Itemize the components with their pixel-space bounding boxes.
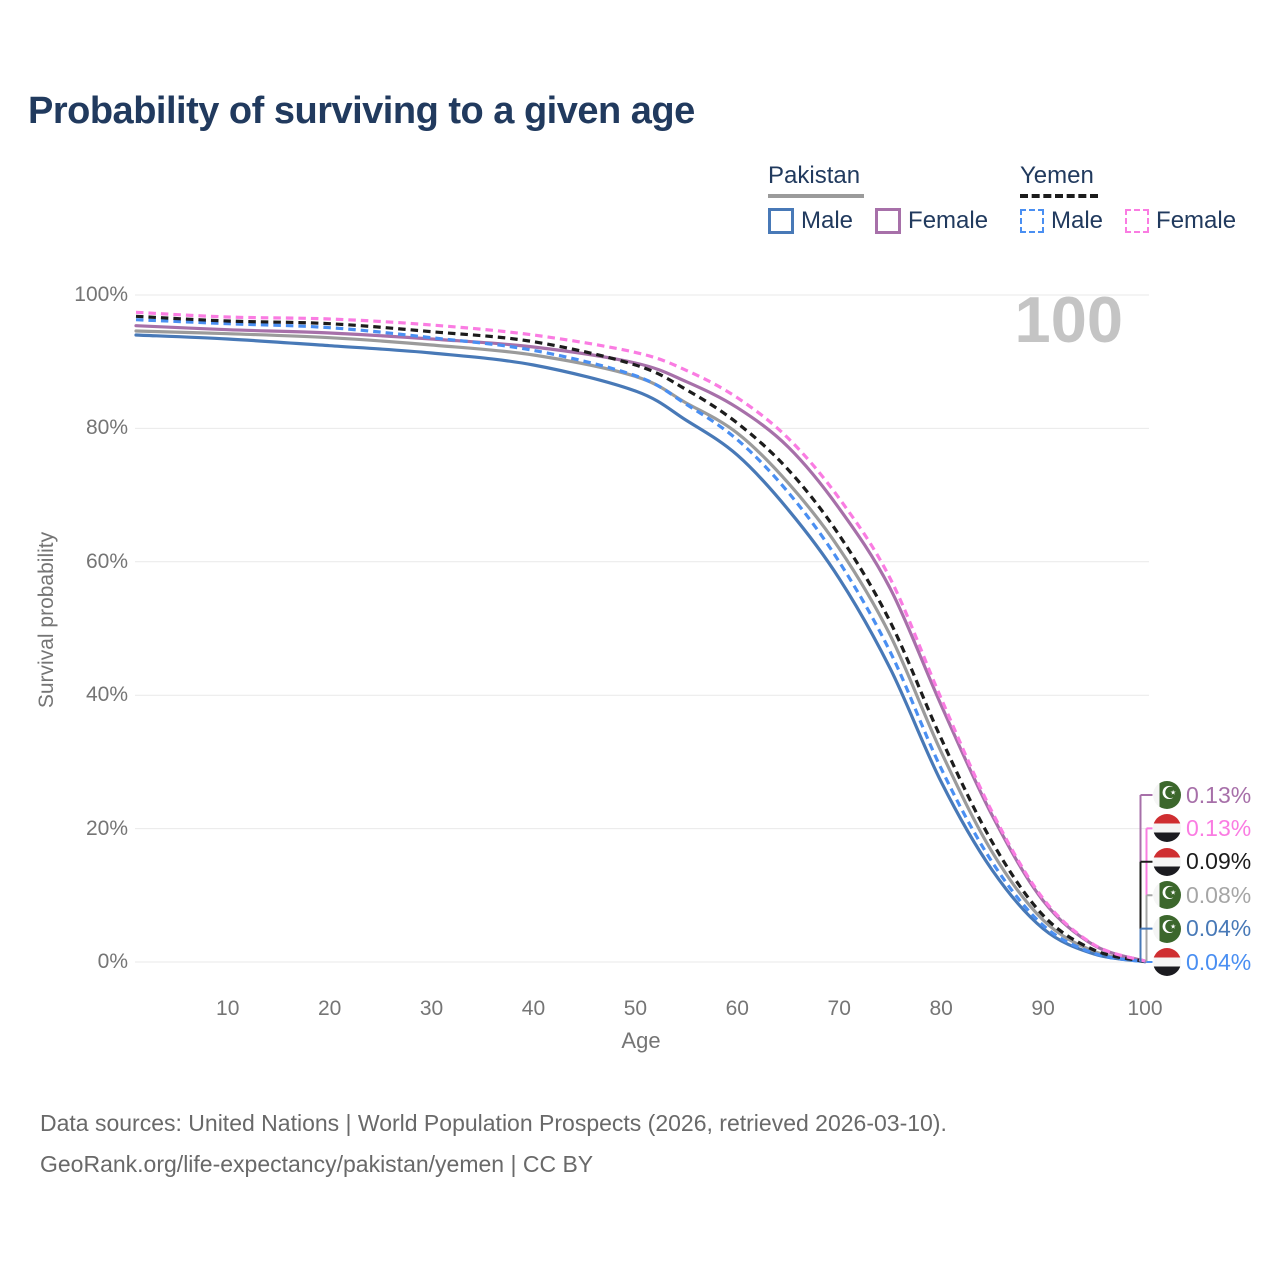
series-line-yemen_male <box>135 318 1146 964</box>
legend-group-title: Pakistan <box>768 162 861 189</box>
end-label-pakistan_both: 0.08% <box>1153 881 1251 910</box>
x-axis-title: Age <box>621 1028 661 1053</box>
x-tick-label: 30 <box>419 997 444 1020</box>
yemen-flag-icon <box>1153 814 1181 843</box>
end-label-yemen_male: 0.04% <box>1153 948 1251 977</box>
footer-attribution: GeoRank.org/life-expectancy/pakistan/yem… <box>40 1151 594 1177</box>
series-line-pakistan_male <box>134 333 1147 964</box>
pakistan-female-swatch-icon <box>875 208 902 234</box>
y-tick-label: 80% <box>85 416 128 440</box>
pakistan-male-swatch-icon <box>768 208 794 234</box>
legend-item-pakistan-female: Female <box>875 207 988 235</box>
end-label-value: 0.04% <box>1186 948 1252 975</box>
end-label-value: 0.09% <box>1186 848 1252 875</box>
pakistan-flag-icon <box>1153 781 1181 809</box>
pakistan-flag-icon <box>1153 881 1181 910</box>
pakistan-line-swatch <box>768 194 864 198</box>
legend-item-pakistan-male: Male <box>768 207 853 235</box>
yemen-line-swatch <box>1020 194 1098 198</box>
x-tick-label: 100 <box>1127 997 1163 1020</box>
series-line-yemen_female <box>135 310 1146 963</box>
x-tick-label: 10 <box>216 997 240 1020</box>
end-label-pakistan_male: 0.04% <box>1153 914 1251 943</box>
series-line-pakistan_female <box>134 324 1147 963</box>
yemen-female-swatch-icon <box>1125 209 1150 233</box>
yemen-flag-icon <box>1153 847 1181 876</box>
x-tick-label: 20 <box>317 997 342 1020</box>
legend-item-yemen-male: Male <box>1020 207 1103 235</box>
series-line-yemen_both <box>135 314 1146 963</box>
y-tick-label: 20% <box>85 816 128 840</box>
y-tick-label: 40% <box>85 683 128 707</box>
end-label-pakistan_female: 0.13% <box>1153 781 1251 810</box>
x-tick-label: 90 <box>1031 997 1055 1020</box>
legend-group-yemen: Yemen Male Female <box>1020 162 1258 235</box>
age-counter-watermark: 100 <box>1014 283 1123 356</box>
end-label-value: 0.08% <box>1186 881 1252 908</box>
end-label-value: 0.13% <box>1186 814 1252 841</box>
legend-group-title: Yemen <box>1020 162 1094 189</box>
end-label-yemen_female: 0.13% <box>1153 814 1251 843</box>
footer-data-sources: Data sources: United Nations | World Pop… <box>40 1110 947 1136</box>
pakistan-flag-icon <box>1153 914 1181 943</box>
x-tick-label: 50 <box>623 997 648 1020</box>
x-tick-label: 70 <box>827 997 851 1020</box>
end-label-value: 0.13% <box>1186 781 1252 808</box>
x-tick-label: 60 <box>725 997 749 1020</box>
y-tick-label: 100% <box>74 283 128 306</box>
y-tick-label: 0% <box>97 950 128 973</box>
series-line-pakistan_both <box>134 329 1147 964</box>
footer: Data sources: United Nations | World Pop… <box>40 1103 947 1185</box>
y-tick-label: 60% <box>85 549 128 573</box>
end-label-yemen_both: 0.09% <box>1153 847 1251 876</box>
end-label-value: 0.04% <box>1186 915 1252 942</box>
page-title: Probability of surviving to a given age <box>28 90 695 132</box>
leader-line-pakistan_male <box>1139 927 1153 962</box>
legend-item-yemen-female: Female <box>1125 207 1236 235</box>
x-tick-label: 40 <box>521 997 546 1020</box>
yemen-flag-icon <box>1153 948 1181 976</box>
legend-group-pakistan: Pakistan Male Female <box>768 162 1010 235</box>
yemen-male-swatch-icon <box>1020 209 1044 233</box>
x-tick-label: 80 <box>929 997 953 1020</box>
